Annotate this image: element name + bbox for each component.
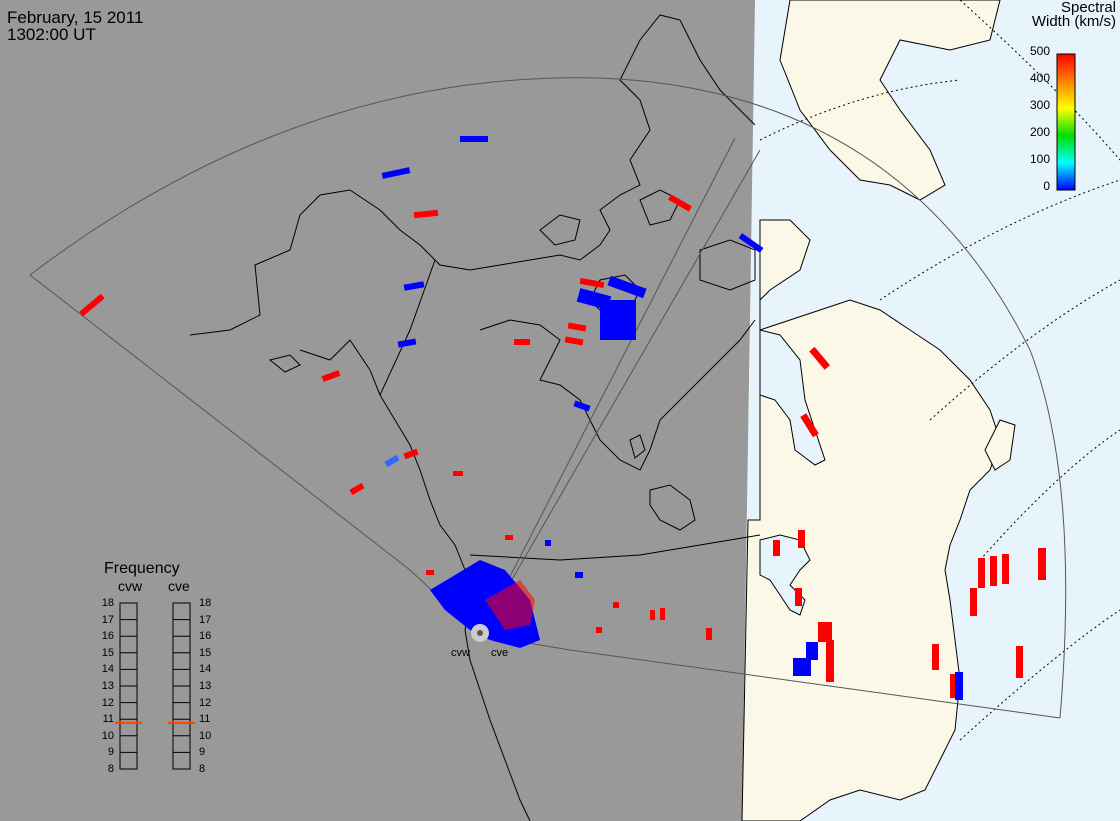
frequency-scale-label: 12 — [199, 696, 212, 709]
cvw-column-label: cvw — [118, 578, 143, 594]
frequency-scale-label: 17 — [199, 613, 212, 626]
frequency-scale-label: 16 — [199, 630, 212, 643]
cve-column-label: cve — [168, 578, 190, 594]
hudson-bay-water — [759, 329, 826, 466]
dayside-land-greenland — [779, 0, 1001, 201]
frequency-scale-label: 14 — [199, 663, 212, 676]
near-range-backscatter — [430, 560, 540, 648]
colorbar-tick: 0 — [1043, 179, 1050, 193]
frequency-title: Frequency — [104, 560, 180, 577]
nightside-coastlines — [189, 14, 756, 821]
political-borders — [379, 259, 761, 561]
frequency-scale-label: 18 — [101, 597, 114, 609]
frequency-scale-label: 8 — [199, 763, 206, 775]
header-date: February, 15 2011 — [7, 8, 144, 27]
frequency-scale-label: 12 — [101, 696, 114, 709]
colorbar-title-line1: Spectral — [1060, 0, 1116, 16]
magnetic-grid — [759, 0, 1120, 741]
spectral-width-colorbar — [1056, 53, 1076, 191]
colorbar-tick: 100 — [1029, 152, 1050, 166]
frequency-scale-label: 10 — [199, 729, 212, 742]
frequency-scale-label: 9 — [107, 746, 114, 759]
frequency-scale-label: 10 — [101, 729, 114, 742]
frequency-scale-label: 17 — [101, 613, 114, 626]
radar-site-marker — [471, 624, 489, 642]
range-cells — [79, 136, 1046, 700]
frequency-scale-label: 15 — [101, 646, 114, 659]
frequency-scale-label: 14 — [101, 663, 114, 676]
colorbar-tick: 500 — [1029, 44, 1050, 58]
newfoundland — [984, 419, 1016, 471]
frequency-scale-label: 13 — [101, 680, 114, 692]
site-label-cve: cve — [491, 647, 509, 659]
frequency-scale-label: 18 — [199, 597, 212, 609]
frequency-scale-label: 16 — [101, 630, 114, 643]
frequency-scale-label: 8 — [107, 763, 114, 775]
frequency-scale-label: 11 — [199, 713, 211, 726]
frequency-gauges — [119, 602, 191, 770]
colorbar-title-line2: Width (km/s) — [1031, 13, 1116, 30]
site-label-cvw: cvw — [451, 647, 470, 659]
frequency-scale-label: 11 — [102, 713, 114, 726]
frequency-scale-label: 15 — [199, 646, 212, 659]
colorbar-tick: 300 — [1029, 98, 1050, 112]
header-time: 1302:00 UT — [7, 25, 96, 44]
colorbar-tick: 200 — [1029, 125, 1050, 139]
frequency-scale-label: 9 — [199, 746, 206, 759]
frequency-scale-label: 13 — [199, 680, 212, 692]
colorbar-tick: 400 — [1029, 71, 1050, 85]
